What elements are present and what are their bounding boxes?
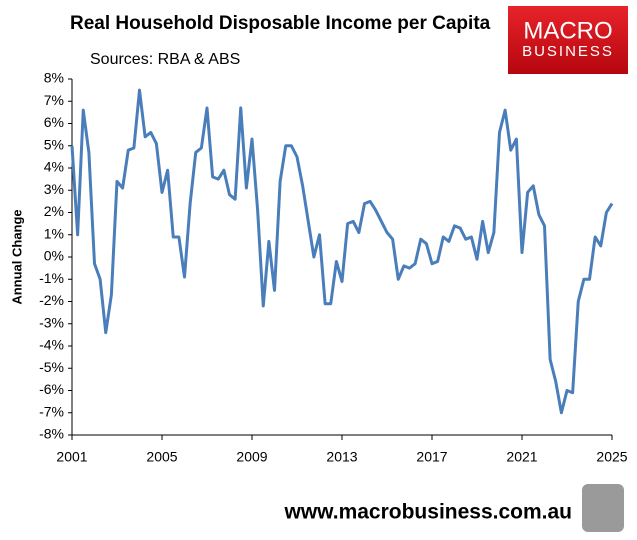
y-tick-label: 5% — [44, 136, 64, 152]
y-tick-label: -5% — [39, 359, 64, 375]
chart-title: Real Household Disposable Income per Cap… — [70, 13, 491, 34]
y-tick-label: -1% — [39, 270, 64, 286]
x-tick-label: 2005 — [146, 449, 177, 465]
y-tick-label: -8% — [39, 426, 64, 442]
footer: www.macrobusiness.com.au — [284, 501, 572, 524]
y-tick-label: 7% — [44, 92, 64, 108]
y-axis-label: Annual Change — [9, 209, 24, 304]
wolf-icon — [582, 484, 624, 532]
y-tick-label: -6% — [39, 381, 64, 397]
logo-text: BUSINESS — [522, 43, 614, 60]
y-tick-label: -2% — [39, 292, 64, 308]
y-tick-label: 4% — [44, 159, 64, 175]
x-tick-label: 2001 — [56, 449, 87, 465]
y-tick-label: 0% — [44, 248, 64, 264]
x-tick-label: 2013 — [326, 449, 357, 465]
y-tick-label: 1% — [44, 225, 64, 241]
logo-text: MACRO — [523, 17, 612, 44]
y-tick-label: 2% — [44, 203, 64, 219]
logo-box — [508, 6, 628, 74]
x-tick-label: 2025 — [596, 449, 627, 465]
y-tick-label: -7% — [39, 403, 64, 419]
y-tick-label: 6% — [44, 114, 64, 130]
y-tick-label: 8% — [44, 70, 64, 86]
y-tick-label: -3% — [39, 314, 64, 330]
data-line — [70, 88, 614, 415]
x-tick-label: 2017 — [416, 449, 447, 465]
y-tick-label: -4% — [39, 337, 64, 353]
chart-subtitle: Sources: RBA & ABS — [90, 51, 240, 68]
y-tick-label: 3% — [44, 181, 64, 197]
x-tick-label: 2009 — [236, 449, 267, 465]
x-tick-label: 2021 — [506, 449, 537, 465]
